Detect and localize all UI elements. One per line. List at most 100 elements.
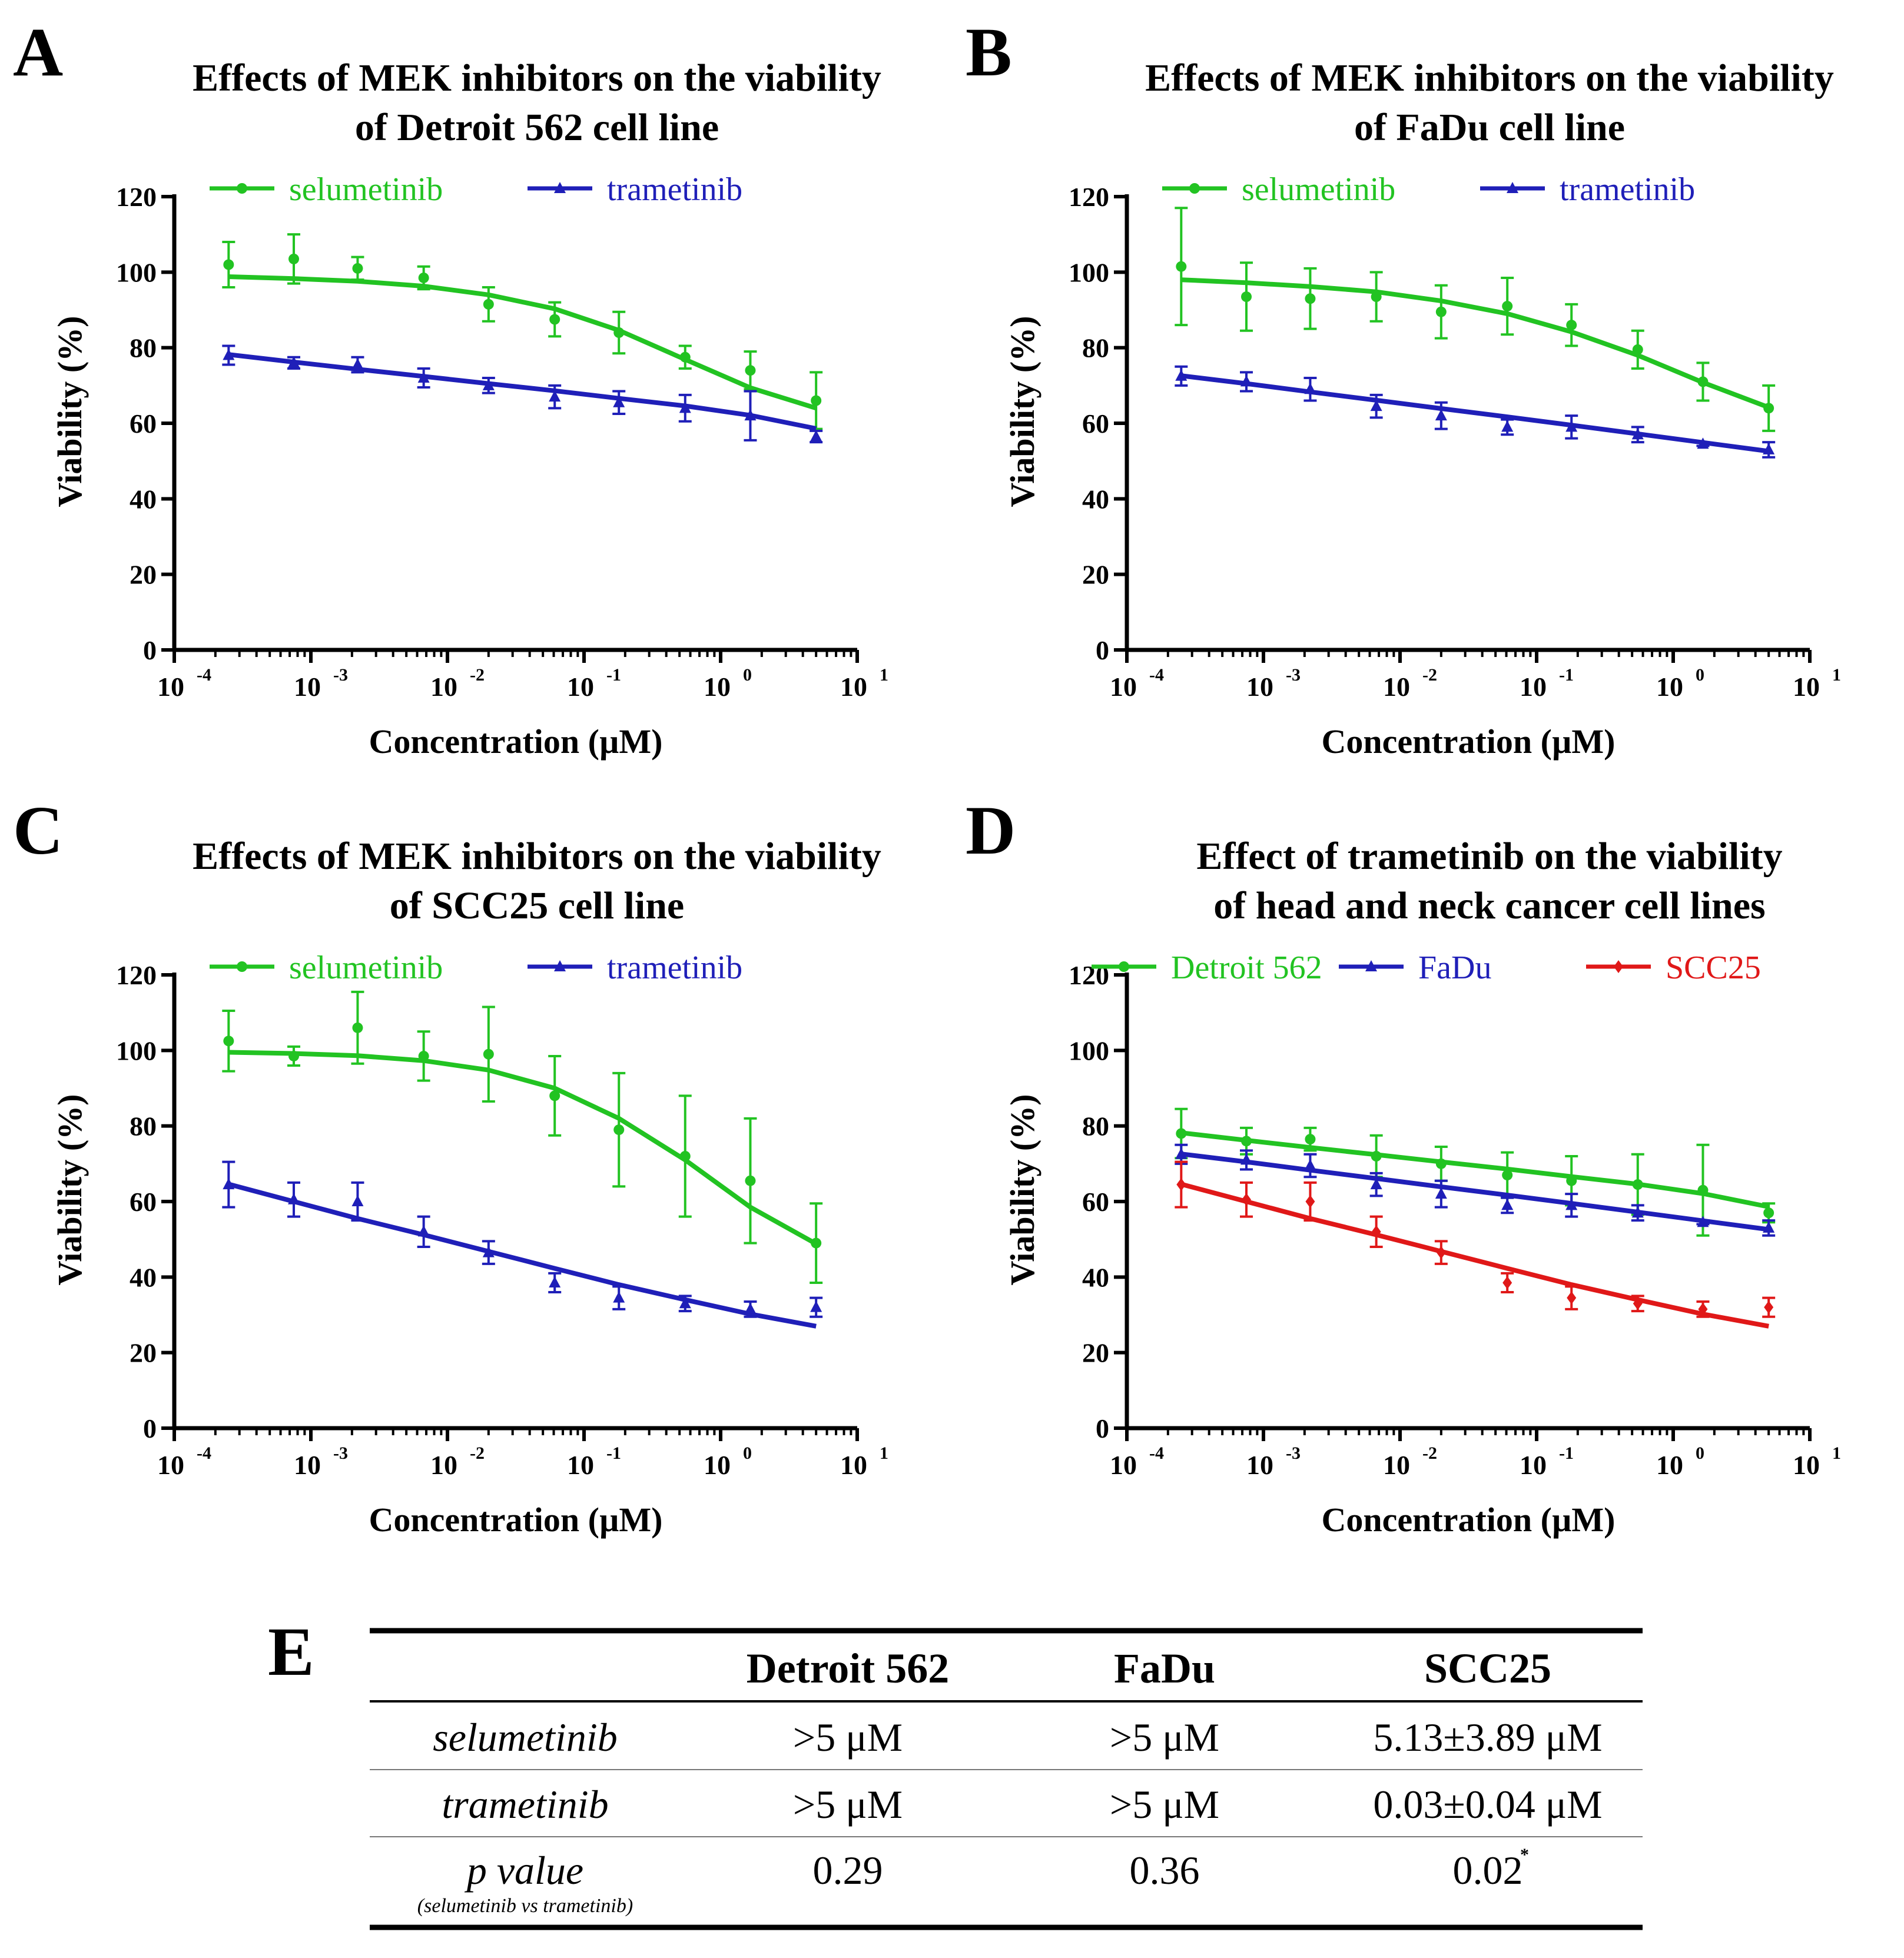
data-point <box>549 314 560 325</box>
row-label-selumetinib: selumetinib <box>433 1715 618 1760</box>
data-point <box>417 371 430 383</box>
y-axis-title: Viability (%) <box>51 1094 89 1286</box>
data-point <box>745 365 756 376</box>
data-point <box>288 356 300 368</box>
data-point <box>1565 420 1578 432</box>
data-point <box>1305 1195 1315 1208</box>
x-tick-label: 10 <box>157 672 184 702</box>
data-point <box>549 390 561 402</box>
chart-panel: B Effects of MEK inhibitors on the viabil… <box>966 14 1841 761</box>
legend-marker <box>237 183 247 194</box>
data-point <box>810 430 822 442</box>
panel-letter: C <box>13 792 63 869</box>
y-axis-title: Viability (%) <box>1003 316 1041 507</box>
table-cell: >5 μM <box>1110 1782 1219 1827</box>
column-header-detroit: Detroit 562 <box>747 1645 950 1692</box>
x-tick-exponent: -4 <box>1149 1443 1164 1463</box>
data-point <box>744 1302 757 1314</box>
x-tick-exponent: -1 <box>1559 665 1574 685</box>
data-point <box>613 327 625 338</box>
data-point <box>1370 1178 1382 1190</box>
data-point <box>223 259 234 270</box>
data-point <box>223 349 235 360</box>
fit-curve <box>1181 277 1770 410</box>
x-tick-exponent: 1 <box>880 1443 888 1463</box>
x-tick-exponent: -3 <box>333 665 348 685</box>
data-point <box>549 1090 560 1101</box>
x-tick-exponent: -4 <box>197 1443 211 1463</box>
data-point <box>679 401 691 413</box>
data-point <box>613 396 625 407</box>
x-tick-exponent: -2 <box>470 665 485 685</box>
fit-curve <box>228 274 817 411</box>
legend-label: trametinib <box>607 950 742 986</box>
y-tick-label: 0 <box>1096 635 1109 665</box>
legend-marker <box>1365 960 1377 971</box>
legend-marker <box>1119 961 1129 972</box>
data-point <box>679 351 691 363</box>
fit-curve <box>1180 1130 1769 1209</box>
x-tick-exponent: -3 <box>1286 665 1301 685</box>
y-tick-label: 80 <box>1082 333 1109 363</box>
legend-marker <box>554 182 566 193</box>
table-cell: 0.03±0.04 μM <box>1373 1782 1602 1827</box>
data-point <box>351 1195 364 1206</box>
data-point <box>1304 1159 1316 1171</box>
data-point <box>1176 261 1187 272</box>
significance-star: * <box>1520 1845 1529 1864</box>
x-tick-label: 10 <box>567 1450 594 1480</box>
fit-curve <box>228 1182 817 1329</box>
panel-letter: A <box>13 14 63 91</box>
fit-curve <box>1180 373 1769 454</box>
data-point <box>811 1237 822 1249</box>
data-point <box>288 253 300 264</box>
legend-label: selumetinib <box>289 171 443 208</box>
x-tick-label: 10 <box>294 1450 321 1480</box>
panel-letter: E <box>268 1613 314 1690</box>
data-point <box>1436 1246 1446 1259</box>
x-tick-exponent: 1 <box>880 665 888 685</box>
chart-panels: A Effects of MEK inhibitors on the viabil… <box>13 14 1841 1539</box>
data-point <box>1632 1179 1643 1190</box>
legend-label: FaDu <box>1418 950 1491 986</box>
legend-label: SCC25 <box>1666 950 1761 986</box>
y-tick-label: 40 <box>130 484 157 514</box>
y-tick-label: 0 <box>143 1413 157 1443</box>
x-tick-label: 10 <box>1246 1450 1273 1480</box>
y-tick-label: 20 <box>1082 560 1109 590</box>
data-point <box>1763 403 1774 414</box>
y-tick-label: 20 <box>1082 1338 1109 1368</box>
data-point <box>1435 409 1447 421</box>
panel-letter: B <box>966 14 1012 91</box>
data-point <box>1631 1206 1644 1218</box>
chart-subtitle: of Detroit 562 cell line <box>355 106 719 149</box>
column-header-scc25: SCC25 <box>1424 1645 1551 1692</box>
data-point <box>1435 1187 1447 1199</box>
table-cell: >5 μM <box>1110 1715 1219 1760</box>
x-tick-exponent: 1 <box>1832 665 1841 685</box>
y-tick-label: 0 <box>1096 1413 1109 1443</box>
x-tick-exponent: 0 <box>743 665 752 685</box>
data-point <box>613 1291 625 1303</box>
summary-table: E Detroit 562 FaDu SCC25 selumetinib >5 … <box>268 1613 1643 1930</box>
y-tick-label: 120 <box>1069 182 1109 212</box>
x-tick-exponent: -3 <box>1286 1443 1301 1463</box>
data-point <box>1697 376 1709 387</box>
fit-curve <box>228 352 817 431</box>
x-tick-label: 10 <box>1110 672 1137 702</box>
data-point <box>1632 344 1643 355</box>
table-cell: >5 μM <box>793 1782 903 1827</box>
x-tick-exponent: -2 <box>470 1443 485 1463</box>
x-tick-exponent: -1 <box>606 1443 621 1463</box>
table-cell: 0.36 <box>1130 1848 1200 1893</box>
x-axis-title: Concentration (µM) <box>369 722 663 761</box>
data-point <box>1502 1276 1512 1289</box>
x-tick-label: 10 <box>567 672 594 702</box>
data-point <box>679 1151 691 1161</box>
data-point <box>288 1050 300 1061</box>
data-point <box>1502 1170 1513 1181</box>
y-tick-label: 60 <box>130 409 157 439</box>
data-point <box>1435 1158 1447 1169</box>
x-tick-exponent: -3 <box>333 1443 348 1463</box>
chart-subtitle: of head and neck cancer cell lines <box>1213 884 1765 927</box>
